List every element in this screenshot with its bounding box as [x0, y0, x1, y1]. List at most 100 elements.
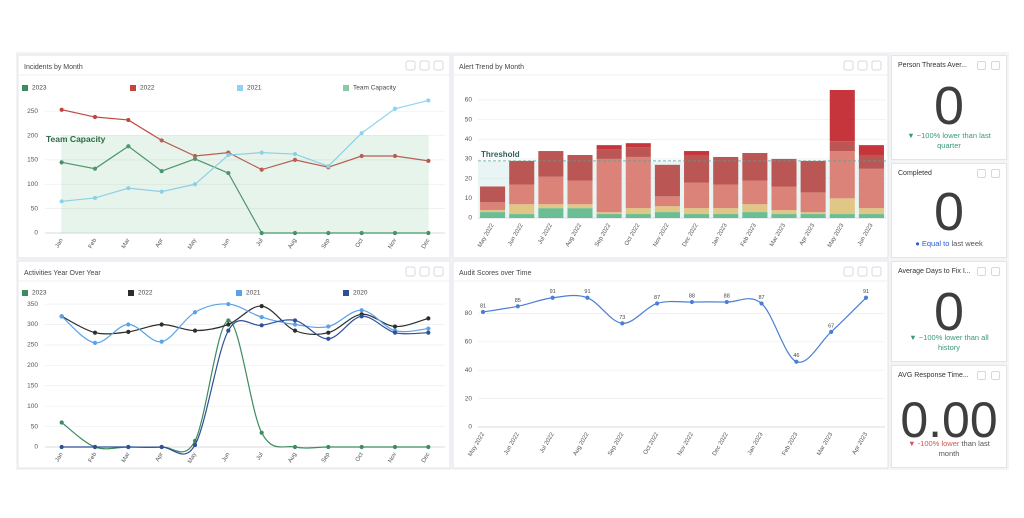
series-line	[61, 303, 429, 344]
y-tick-label: 150	[27, 382, 38, 389]
y-tick-label: 80	[465, 310, 473, 317]
data-point	[126, 444, 131, 450]
y-tick-label: 200	[27, 132, 38, 139]
filter-button[interactable]	[977, 169, 986, 178]
data-point	[259, 230, 264, 236]
kpi-tile: Completed 0 ● Equal to last week	[891, 163, 1007, 258]
panel	[452, 260, 889, 469]
legend-swatch	[22, 85, 28, 91]
capacity-area	[61, 135, 429, 234]
data-point	[292, 328, 298, 333]
menu-button[interactable]	[871, 60, 882, 71]
data-point	[829, 329, 834, 334]
x-tick-label: Aug	[288, 238, 299, 250]
data-point	[92, 195, 98, 201]
collapse-button[interactable]	[405, 266, 416, 277]
data-label: 46	[793, 353, 799, 359]
bar-segment	[567, 208, 593, 218]
bar-segment	[509, 184, 535, 205]
legend-label: Team Capacity	[353, 85, 397, 92]
kpi-title: Average Days to Fix I...	[898, 268, 971, 275]
x-tick-label: Sep	[321, 237, 332, 250]
kpi-change: ▼ ~100% lower than last quarter	[898, 131, 1000, 151]
data-point	[192, 328, 198, 333]
menu-button[interactable]	[433, 60, 444, 71]
bar-segment	[684, 154, 710, 183]
collapse-button[interactable]	[843, 60, 854, 71]
data-point	[259, 304, 264, 309]
data-label: 88	[689, 293, 695, 299]
data-point	[192, 156, 198, 162]
kpi-value: 0	[933, 282, 965, 342]
bar-segment	[480, 202, 506, 211]
series-line	[61, 145, 429, 234]
kpi-icon: ●	[915, 239, 920, 248]
kpi-title: AVG Response Time...	[898, 372, 969, 379]
menu-button[interactable]	[433, 266, 444, 277]
filter-button[interactable]	[419, 60, 430, 71]
data-point	[226, 318, 231, 323]
kpi-comparison: than all history	[937, 333, 989, 352]
data-label: 67	[828, 323, 834, 329]
y-tick-label: 200	[27, 362, 38, 369]
data-point	[292, 318, 298, 323]
data-point	[59, 160, 64, 165]
kpi-comparison: than last quarter	[937, 131, 991, 150]
data-label: 87	[758, 295, 764, 301]
legend-label: 2020	[353, 290, 368, 297]
bar-segment	[567, 204, 593, 209]
filter-button[interactable]	[857, 266, 868, 277]
data-point	[359, 314, 364, 319]
data-point	[259, 150, 264, 155]
y-tick-label: 60	[465, 339, 473, 346]
data-point	[426, 230, 431, 236]
filter-button[interactable]	[419, 266, 430, 277]
collapse-button[interactable]	[843, 266, 854, 277]
x-tick-label: May	[187, 452, 198, 465]
bar-segment	[858, 208, 884, 215]
bar-segment	[625, 214, 651, 218]
collapse-button[interactable]	[405, 60, 416, 71]
bar-segment	[654, 206, 680, 213]
x-tick-label: Apr	[155, 452, 165, 463]
data-point	[426, 444, 431, 450]
data-point	[92, 166, 98, 171]
data-point	[392, 330, 398, 335]
x-tick-label: Feb	[88, 451, 99, 464]
filter-button[interactable]	[977, 267, 986, 276]
menu-button[interactable]	[991, 61, 1000, 70]
data-point	[259, 430, 264, 435]
filter-button[interactable]	[977, 371, 986, 380]
menu-button[interactable]	[871, 266, 882, 277]
annotation: Team Capacity	[46, 134, 106, 144]
menu-button[interactable]	[991, 371, 1000, 380]
data-point	[392, 324, 398, 329]
bar-segment	[509, 214, 535, 218]
bar-segment	[800, 160, 826, 193]
data-point	[259, 167, 264, 172]
menu-button[interactable]	[991, 267, 1000, 276]
data-point	[126, 186, 131, 191]
y-tick-label: 250	[27, 108, 38, 115]
bar-segment	[596, 214, 622, 218]
legend-label: 2022	[140, 85, 155, 92]
data-point	[226, 301, 231, 307]
data-point	[480, 309, 486, 315]
bar-segment	[771, 158, 797, 187]
kpi-title: Completed	[898, 170, 932, 177]
data-point	[426, 316, 431, 321]
x-tick-label: Nov	[388, 452, 399, 464]
bar-segment	[829, 90, 855, 142]
data-point	[126, 144, 131, 149]
menu-button[interactable]	[991, 169, 1000, 178]
legend-label: 2023	[32, 290, 47, 297]
filter-button[interactable]	[857, 60, 868, 71]
legend-swatch	[343, 85, 349, 91]
bar-segment	[596, 145, 622, 150]
legend-label: 2022	[138, 290, 153, 297]
filter-button[interactable]	[977, 61, 986, 70]
data-point	[59, 444, 64, 450]
data-point	[620, 321, 625, 326]
data-point	[59, 107, 64, 112]
data-point	[292, 230, 298, 236]
